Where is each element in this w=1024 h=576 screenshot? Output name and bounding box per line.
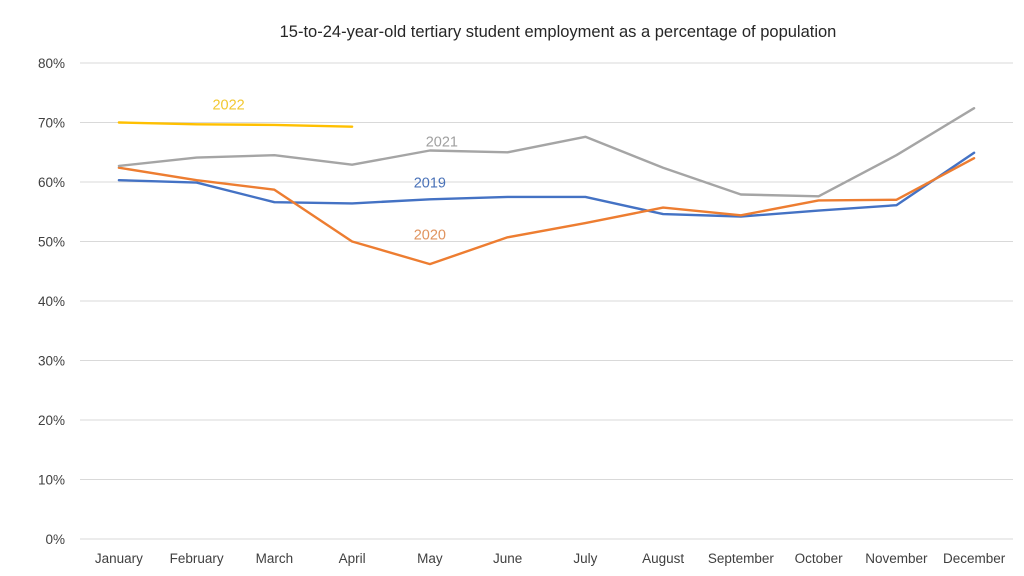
y-tick-label: 10% xyxy=(38,473,65,488)
series-label-2019: 2019 xyxy=(414,176,446,192)
x-tick-label: May xyxy=(417,551,443,566)
series-line-2021 xyxy=(117,106,976,198)
series-line-2020 xyxy=(117,156,976,266)
y-tick-label: 70% xyxy=(38,116,65,131)
y-tick-label: 40% xyxy=(38,294,65,309)
x-tick-label: April xyxy=(339,551,366,566)
series-line-2022 xyxy=(117,121,354,128)
y-tick-label: 60% xyxy=(38,175,65,190)
y-tick-label: 20% xyxy=(38,413,65,428)
y-axis: 0% 10% 20% 30% 40% 50% 60% 70% 80% xyxy=(38,56,65,547)
x-tick-label: January xyxy=(95,551,143,566)
x-tick-label: August xyxy=(642,551,684,566)
x-axis: January February March April May June July Augu… xyxy=(95,551,1006,566)
x-tick-label: September xyxy=(708,551,775,566)
x-tick-label: June xyxy=(493,551,522,566)
y-tick-label: 80% xyxy=(38,56,65,71)
x-tick-label: July xyxy=(573,551,597,566)
x-tick-label: March xyxy=(256,551,294,566)
y-tick-label: 50% xyxy=(38,235,65,250)
gridlines xyxy=(80,62,1013,540)
chart-title: 15-to-24-year-old tertiary student emplo… xyxy=(280,23,837,41)
series-label-2021: 2021 xyxy=(426,135,458,151)
x-tick-label: February xyxy=(170,551,224,566)
x-tick-label: November xyxy=(865,551,928,566)
y-tick-label: 30% xyxy=(38,354,65,369)
series-label-2020: 2020 xyxy=(414,227,446,243)
series-labels: 2022 2021 2019 2020 xyxy=(212,98,458,244)
y-tick-label: 0% xyxy=(45,532,65,547)
x-tick-label: December xyxy=(943,551,1006,566)
series-label-2022: 2022 xyxy=(212,98,244,114)
x-tick-label: October xyxy=(795,551,844,566)
series-line-2019 xyxy=(117,151,976,218)
series-lines xyxy=(117,106,976,266)
